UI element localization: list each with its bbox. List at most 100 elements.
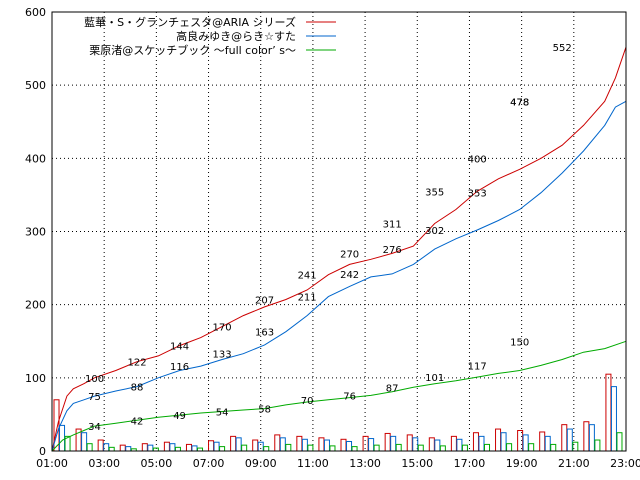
bar <box>86 443 93 452</box>
series-line <box>51 340 627 452</box>
x-ticks: 01:00 03:00 05:00 07:00 09:00 11:00 13:00 15:00… <box>36 457 640 470</box>
bar <box>373 444 380 452</box>
bar <box>274 434 281 452</box>
bar <box>230 435 237 452</box>
x-tick-label: 01:00 <box>36 457 68 470</box>
y-ticks: 0 100 200 300 400 500 600 <box>25 6 46 458</box>
bar <box>346 440 353 452</box>
legend-entry: 栗原渚@スケッチブック ～full color’ s～ <box>89 43 296 57</box>
bar <box>81 432 88 452</box>
data-label: 241 <box>298 271 317 282</box>
bar <box>307 444 314 452</box>
bar <box>439 445 446 452</box>
bar <box>450 435 457 452</box>
bar <box>610 386 617 452</box>
series-line <box>51 46 627 452</box>
data-label: 242 <box>340 270 359 281</box>
bar <box>428 437 435 452</box>
bar <box>478 435 485 452</box>
x-tick-label: 09:00 <box>245 457 277 470</box>
bar <box>191 445 198 452</box>
x-tick-label: 23:00 <box>610 457 640 470</box>
bar <box>296 435 303 452</box>
bar <box>566 428 573 452</box>
data-label: 54 <box>216 407 229 418</box>
bar <box>241 444 248 452</box>
bar <box>472 432 479 452</box>
bar <box>141 443 148 452</box>
bar <box>301 438 308 452</box>
bar <box>406 434 413 452</box>
bar <box>318 437 325 452</box>
series-line <box>51 100 627 452</box>
bar <box>572 441 579 452</box>
data-label: 75 <box>88 392 101 403</box>
data-label: 478 <box>510 97 529 108</box>
data-label: 117 <box>468 361 487 372</box>
x-tick-label: 17:00 <box>454 457 486 470</box>
y-tick-label: 400 <box>25 152 46 165</box>
bar <box>434 439 441 452</box>
y-tick-label: 0 <box>39 445 46 458</box>
data-label: 353 <box>468 189 487 200</box>
bar <box>500 432 507 452</box>
data-label: 76 <box>343 391 356 402</box>
bar <box>252 439 259 452</box>
data-label: 122 <box>127 358 146 369</box>
bar <box>417 444 424 452</box>
bar <box>219 446 226 452</box>
bar <box>522 434 529 452</box>
bar <box>340 438 347 452</box>
bar <box>461 444 468 452</box>
y-tick-label: 200 <box>25 299 46 312</box>
data-labels: 100 122 144 170 207 241 270 311 355 400 478 552 75 88… <box>85 43 572 433</box>
y-tick-label: 600 <box>25 6 46 19</box>
bar <box>174 446 181 452</box>
bar <box>169 443 176 452</box>
data-label: 58 <box>258 405 271 416</box>
legend-entry: 藍華・S・グランチェスタ@ARIA シリーズ <box>84 15 296 29</box>
series-lines <box>51 46 627 452</box>
bar <box>583 421 590 452</box>
bar <box>213 441 220 452</box>
bar <box>368 438 375 452</box>
y-tick-label: 100 <box>25 372 46 385</box>
data-label: 34 <box>88 422 101 433</box>
x-tick-label: 07:00 <box>193 457 225 470</box>
x-tick-label: 03:00 <box>88 457 120 470</box>
bar <box>506 443 513 452</box>
bar <box>550 443 557 452</box>
bar <box>605 373 612 452</box>
bar <box>588 424 595 452</box>
data-label: 170 <box>213 323 232 334</box>
x-tick-label: 05:00 <box>141 457 173 470</box>
bar <box>147 444 154 452</box>
data-label: 87 <box>386 383 399 394</box>
x-tick-label: 13:00 <box>349 457 381 470</box>
bar <box>384 432 391 452</box>
data-label: 302 <box>425 226 444 237</box>
data-label: 552 <box>553 43 572 54</box>
x-tick-label: 15:00 <box>401 457 433 470</box>
bar <box>323 439 330 452</box>
bar <box>390 435 397 452</box>
bar <box>484 443 491 452</box>
bar <box>528 443 535 452</box>
bar <box>279 437 286 452</box>
bar <box>235 437 242 452</box>
data-label: 144 <box>170 342 189 353</box>
data-label: 49 <box>173 411 186 422</box>
data-label: 116 <box>170 362 189 373</box>
bar <box>561 424 568 452</box>
bar <box>185 443 192 452</box>
data-label: 211 <box>298 293 317 304</box>
data-label: 70 <box>301 396 314 407</box>
x-tick-label: 21:00 <box>558 457 590 470</box>
data-label: 163 <box>255 328 274 339</box>
bar <box>456 438 463 452</box>
data-label: 42 <box>131 416 144 427</box>
y-tick-label: 500 <box>25 79 46 92</box>
x-tick-label: 11:00 <box>297 457 329 470</box>
bar <box>208 440 215 452</box>
